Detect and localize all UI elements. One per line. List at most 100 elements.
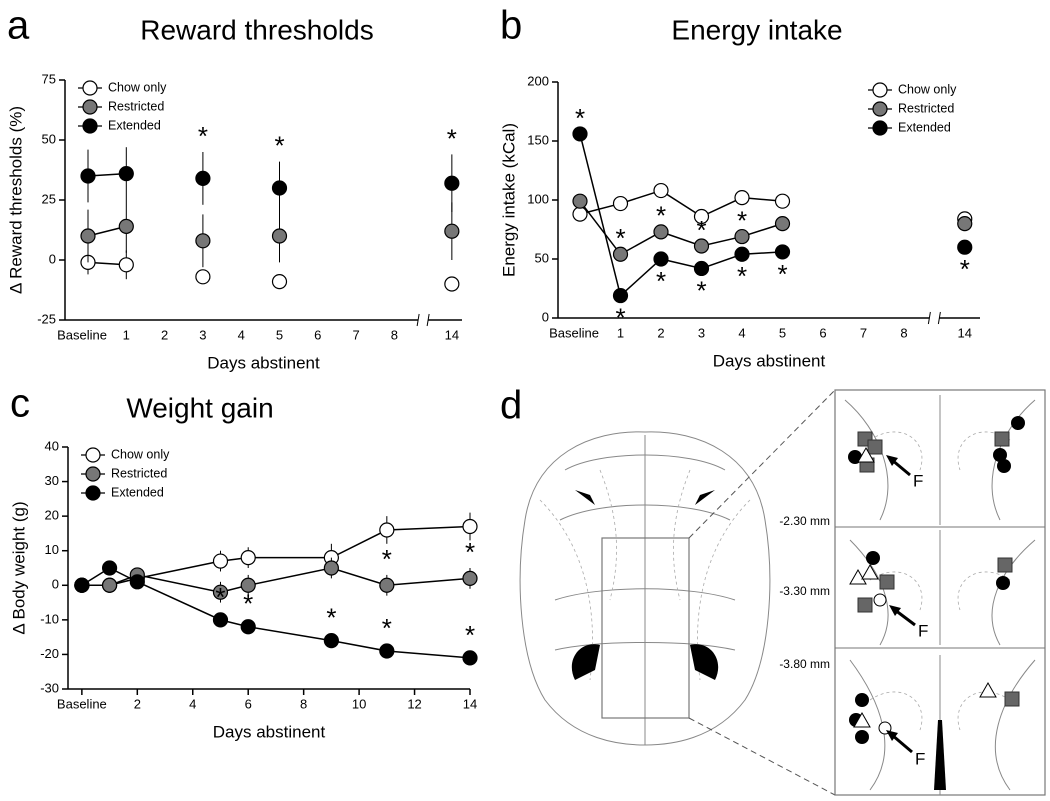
x-tick-label: 5 — [779, 325, 786, 340]
panel-letter: b — [500, 4, 522, 48]
data-point — [195, 269, 211, 285]
y-tick-label: 50 — [42, 131, 56, 146]
x-tick-label: 5 — [276, 327, 283, 342]
x-tick-label: 8 — [391, 327, 398, 342]
x-tick-label: 4 — [238, 327, 245, 342]
significance: * — [447, 123, 457, 153]
y-tick-label: -20 — [40, 646, 59, 661]
y-tick-label: 30 — [45, 473, 59, 488]
significance: * — [696, 215, 706, 245]
x-tick-label: 2 — [657, 325, 664, 340]
data-point — [212, 612, 229, 628]
data-point — [129, 574, 145, 590]
marker-label: F — [918, 621, 928, 640]
data-point — [957, 239, 973, 255]
data-point — [734, 190, 750, 206]
data-point — [195, 170, 211, 186]
data-point — [462, 650, 478, 666]
x-tick-label: 3 — [199, 327, 206, 342]
legend-swatch — [85, 485, 101, 501]
significance: * — [656, 266, 666, 296]
significance: * — [615, 223, 625, 253]
axis-break-mark — [937, 311, 941, 325]
level-label: -3.30 mm — [779, 584, 830, 598]
x-axis-label: Days abstinent — [207, 353, 320, 372]
y-tick-label: 200 — [527, 73, 549, 88]
data-point — [101, 577, 118, 593]
y-tick-label: -10 — [40, 611, 59, 626]
x-axis-label: Days abstinent — [213, 722, 326, 741]
significance: * — [243, 589, 253, 619]
axis-break-mark — [927, 311, 931, 325]
significance: * — [777, 259, 787, 289]
data-point — [774, 193, 791, 209]
data-point — [693, 208, 710, 225]
data-point — [612, 287, 629, 304]
marker-label: F — [913, 471, 923, 490]
data-point — [957, 216, 973, 232]
data-point — [774, 244, 791, 260]
data-point — [80, 228, 96, 244]
x-tick-label: 6 — [314, 327, 321, 342]
significance: * — [960, 254, 970, 284]
data-point — [444, 223, 460, 239]
y-tick-label: 40 — [45, 438, 59, 453]
data-point — [240, 550, 256, 566]
data-point — [379, 522, 395, 538]
series-line — [580, 134, 965, 296]
legend-swatch — [82, 99, 98, 115]
x-tick-label: Baseline — [57, 327, 107, 342]
axis-break — [418, 316, 429, 324]
data-point — [240, 577, 256, 593]
data-point — [74, 577, 90, 593]
x-tick-label: 1 — [123, 327, 130, 342]
data-point — [444, 175, 460, 191]
x-tick-label: 6 — [245, 696, 252, 711]
series-line — [580, 201, 965, 254]
data-point — [462, 518, 478, 535]
data-point — [195, 233, 211, 249]
panel-letter: d — [500, 384, 522, 428]
legend-label: Extended — [898, 120, 951, 134]
panel-letter: a — [7, 4, 30, 48]
y-axis-label: Δ Body weight (g) — [9, 501, 28, 634]
chart-title: Weight gain — [126, 392, 273, 423]
chart-title: Energy intake — [671, 14, 842, 45]
series-line — [580, 191, 965, 219]
data-point — [379, 577, 395, 593]
significance: * — [656, 201, 666, 231]
data-point — [80, 168, 96, 184]
data-point — [118, 166, 134, 182]
y-axis-label: Energy intake (kCal) — [499, 123, 518, 277]
data-point — [693, 260, 710, 277]
data-point — [271, 180, 288, 196]
significance: * — [615, 302, 625, 332]
y-tick-label: 10 — [45, 542, 59, 557]
x-tick-label: Baseline — [57, 696, 107, 711]
data-point — [734, 228, 750, 245]
significance: * — [274, 130, 284, 160]
data-point — [572, 126, 588, 142]
legend-swatch — [85, 447, 101, 463]
y-tick-label: 0 — [542, 309, 549, 324]
legend-swatch — [872, 101, 888, 117]
legend-label: Restricted — [108, 99, 164, 113]
significance: * — [382, 544, 392, 574]
x-tick-label: 14 — [463, 696, 477, 711]
y-tick-label: -30 — [40, 680, 59, 695]
significance: * — [215, 582, 225, 612]
data-point — [653, 251, 669, 267]
x-tick-label: 1 — [617, 325, 624, 340]
legend-swatch — [872, 120, 888, 136]
series-line — [88, 262, 452, 284]
legend-label: Extended — [108, 118, 161, 132]
marker-label: F — [915, 749, 925, 768]
legend-label: Extended — [111, 485, 164, 499]
series-line — [88, 226, 452, 236]
x-tick-label: 2 — [134, 696, 141, 711]
panel-d: d F — [500, 384, 1046, 796]
legend-label: Restricted — [898, 101, 954, 115]
x-tick-label: 14 — [958, 325, 972, 340]
legend-label: Chow only — [111, 447, 170, 461]
significance: * — [465, 537, 475, 567]
